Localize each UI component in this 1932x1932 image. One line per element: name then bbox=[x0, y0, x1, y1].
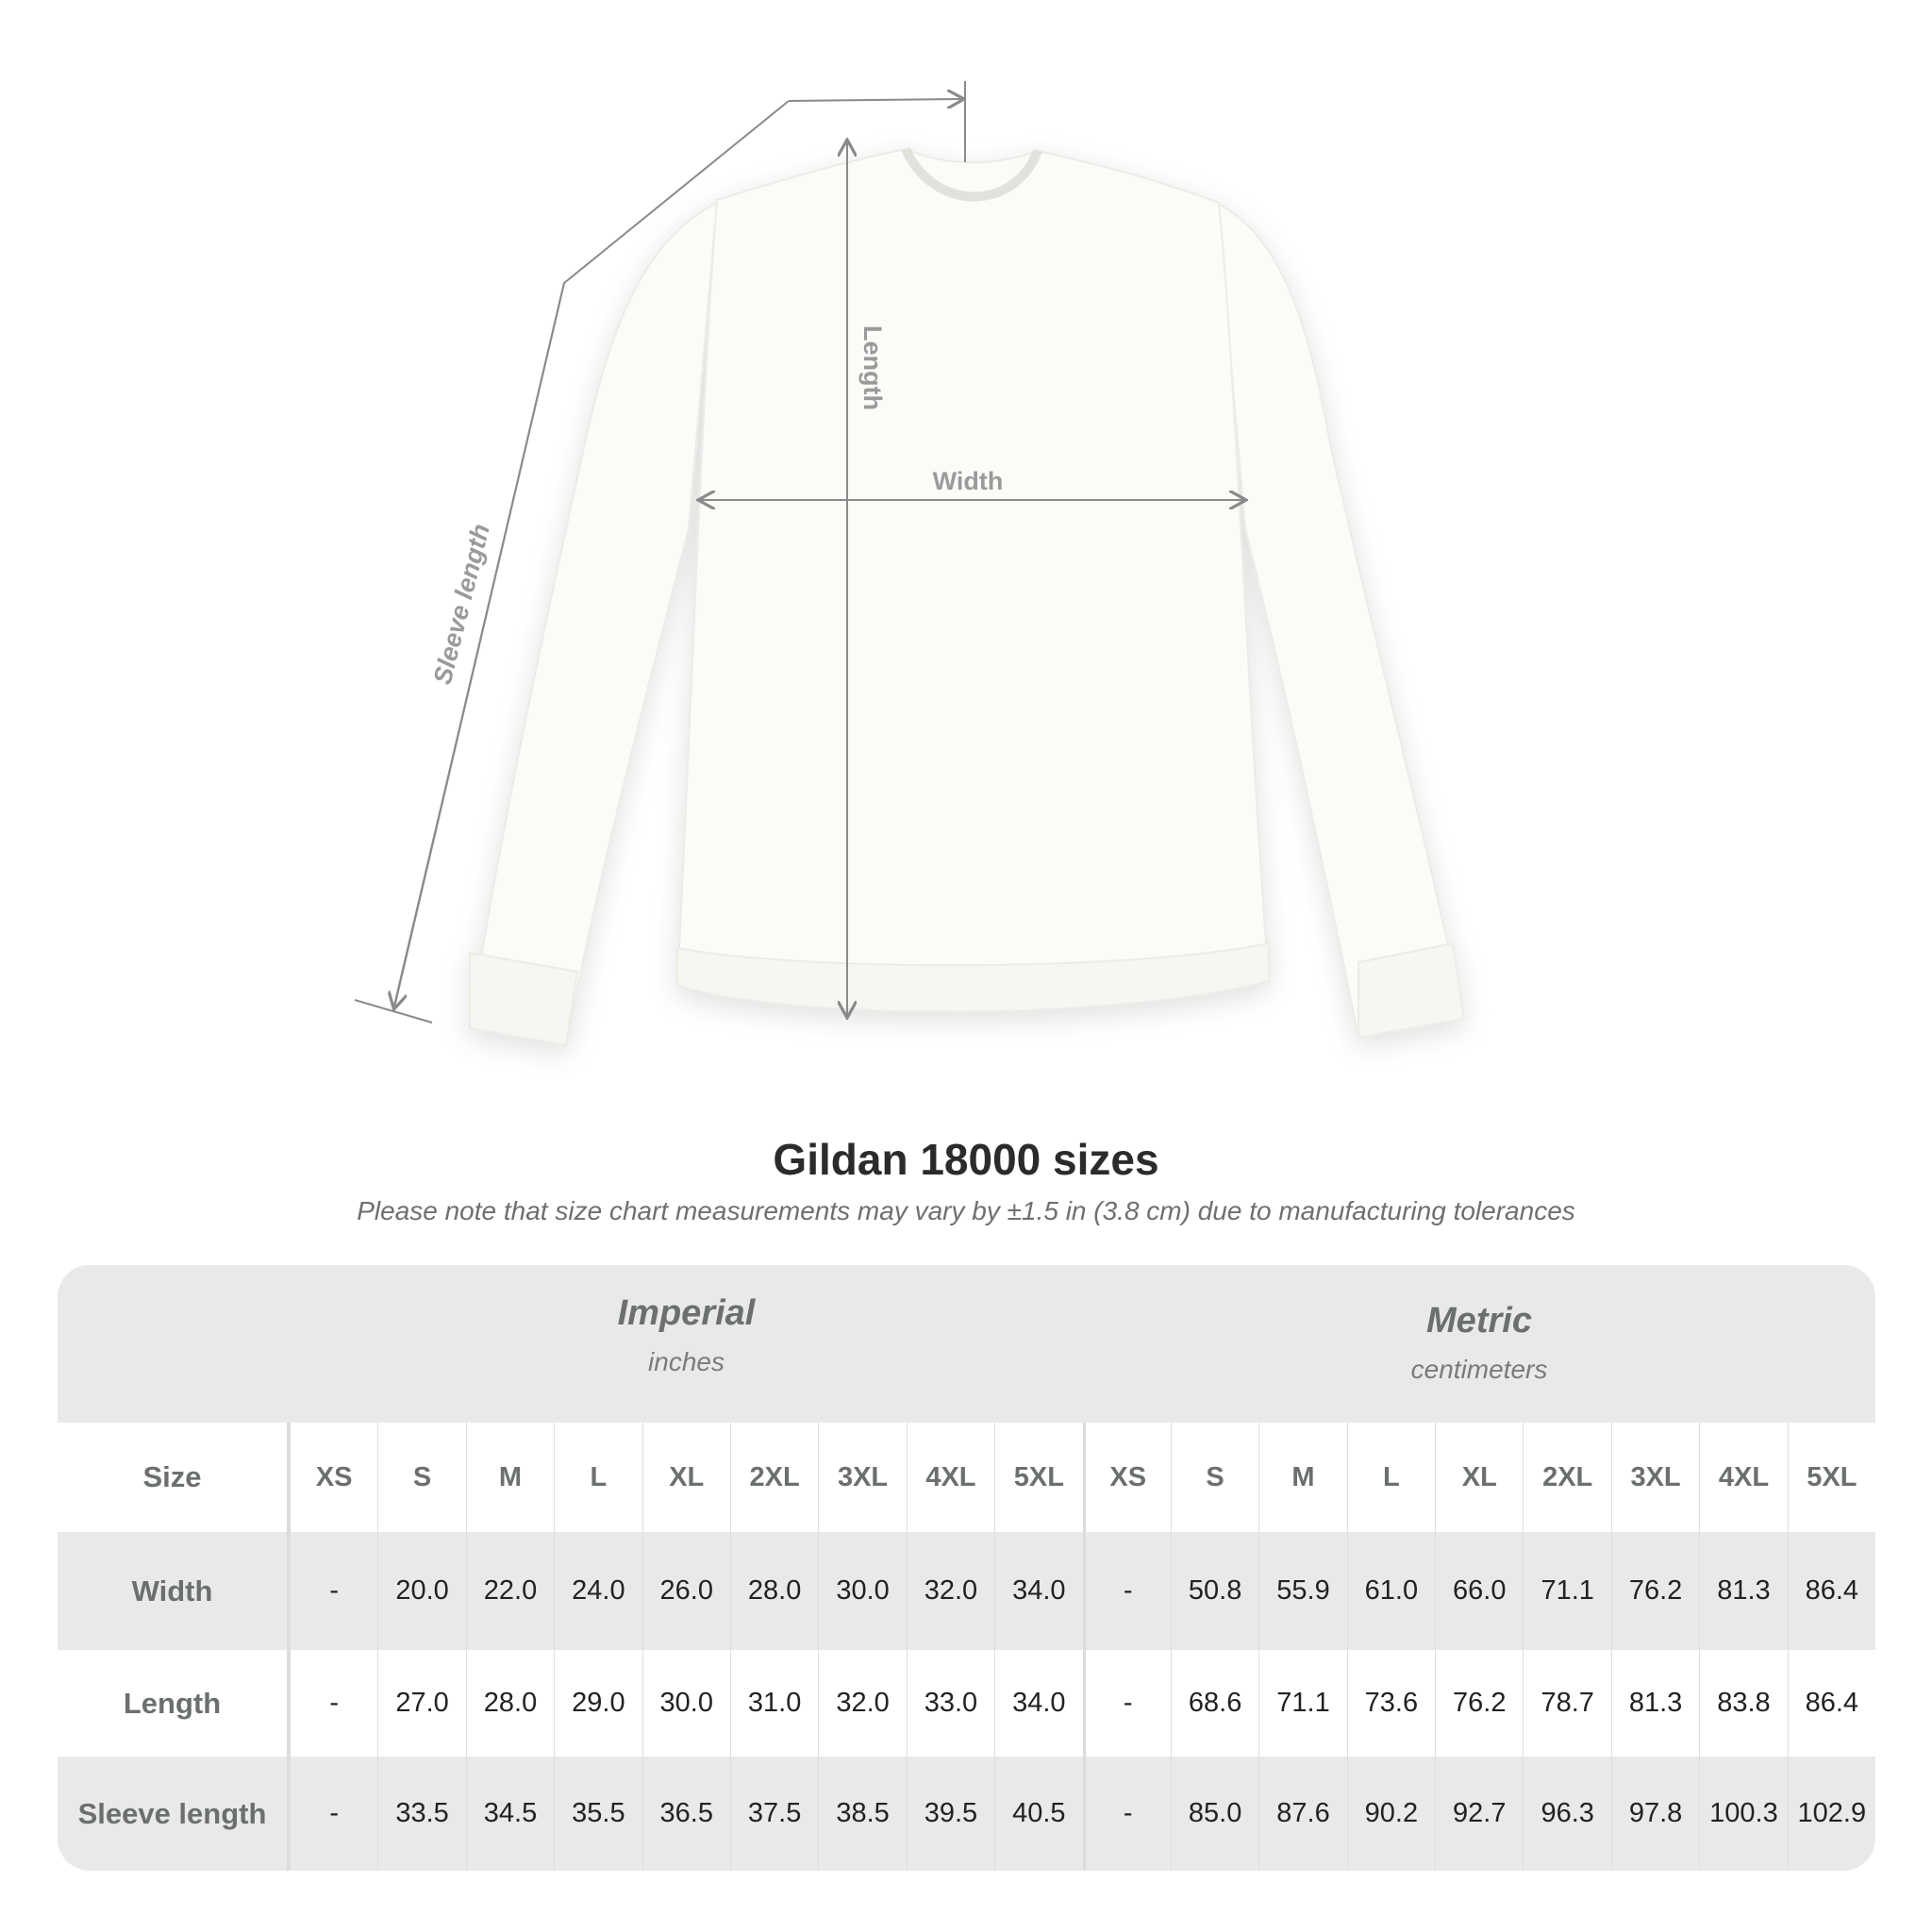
imperial-size-header: XS bbox=[290, 1423, 377, 1532]
imperial-cell: 27.0 bbox=[377, 1650, 465, 1757]
metric-size-header: 5XL bbox=[1787, 1423, 1875, 1532]
sleeve-length-label: Sleeve length bbox=[428, 521, 495, 687]
row-label: Size bbox=[58, 1423, 290, 1532]
measurement-lines bbox=[354, 81, 1244, 1024]
sweatshirt-diagram: Length Width Sleeve length bbox=[354, 81, 1466, 1047]
imperial-cell: - bbox=[290, 1757, 377, 1871]
imperial-cell: 39.5 bbox=[906, 1757, 994, 1871]
metric-cell: 92.7 bbox=[1435, 1757, 1523, 1871]
imperial-cell: 29.0 bbox=[554, 1650, 641, 1757]
row-label: Sleeve length bbox=[58, 1757, 290, 1871]
table-row: Width -20.0 22.0 24.0 26.0 28.0 30.0 32.0 34.0-5… bbox=[58, 1532, 1875, 1650]
metric-cell: 85.0 bbox=[1170, 1757, 1258, 1871]
metric-size-header: 2XL bbox=[1523, 1423, 1610, 1532]
imperial-cell: 33.0 bbox=[906, 1650, 994, 1757]
page-title: Gildan 18000 sizes bbox=[773, 1135, 1159, 1184]
imperial-cell: 30.0 bbox=[818, 1532, 906, 1650]
imperial-unit: inches bbox=[648, 1347, 724, 1376]
table-header-band: Imperial inches Metric centimeters bbox=[58, 1265, 1875, 1423]
width-label: Width bbox=[933, 467, 1004, 495]
metric-unit: centimeters bbox=[1410, 1355, 1548, 1384]
imperial-cell: - bbox=[290, 1650, 377, 1757]
imperial-cell: 33.5 bbox=[377, 1757, 465, 1871]
imperial-cell: 31.0 bbox=[729, 1650, 818, 1757]
size-chart-table: Imperial inches Metric centimeters Size X… bbox=[58, 1265, 1875, 1871]
imperial-cell: 32.0 bbox=[906, 1532, 994, 1650]
table-row: Sleeve length -33.5 34.5 35.5 36.5 37.5 38.5 39… bbox=[58, 1757, 1875, 1871]
metric-cell: - bbox=[1082, 1757, 1171, 1871]
metric-cell: 71.1 bbox=[1258, 1650, 1346, 1757]
imperial-size-header: L bbox=[554, 1423, 641, 1532]
metric-cell: 90.2 bbox=[1346, 1757, 1435, 1871]
metric-cell: 100.3 bbox=[1699, 1757, 1787, 1871]
imperial-size-header: 4XL bbox=[906, 1423, 994, 1532]
metric-size-header: 4XL bbox=[1699, 1423, 1787, 1532]
imperial-cell: 37.5 bbox=[729, 1757, 818, 1871]
imperial-size-header: XL bbox=[641, 1423, 730, 1532]
metric-cell: 68.6 bbox=[1170, 1650, 1258, 1757]
imperial-cell: 20.0 bbox=[377, 1532, 465, 1650]
imperial-cell: 32.0 bbox=[818, 1650, 906, 1757]
metric-size-header: 3XL bbox=[1610, 1423, 1699, 1532]
metric-cell: - bbox=[1082, 1650, 1171, 1757]
imperial-cell: 28.0 bbox=[729, 1532, 818, 1650]
metric-cell: 76.2 bbox=[1435, 1650, 1523, 1757]
imperial-cell: 36.5 bbox=[641, 1757, 730, 1871]
metric-cell: 87.6 bbox=[1258, 1757, 1346, 1871]
imperial-header: Imperial inches bbox=[290, 1293, 1083, 1377]
imperial-cell: 30.0 bbox=[641, 1650, 730, 1757]
metric-header: Metric centimeters bbox=[1083, 1301, 1875, 1385]
imperial-cell: 34.5 bbox=[465, 1757, 554, 1871]
metric-cell: 76.2 bbox=[1610, 1532, 1699, 1650]
metric-cell: 78.7 bbox=[1523, 1650, 1610, 1757]
metric-cell: 71.1 bbox=[1523, 1532, 1610, 1650]
row-label: Width bbox=[58, 1532, 290, 1650]
length-label: Length bbox=[858, 325, 887, 410]
metric-size-header: XL bbox=[1435, 1423, 1523, 1532]
metric-cell: 81.3 bbox=[1610, 1650, 1699, 1757]
metric-title: Metric bbox=[1426, 1301, 1532, 1341]
imperial-cell: 26.0 bbox=[641, 1532, 730, 1650]
sweatshirt-image bbox=[468, 146, 1466, 1047]
imperial-size-header: M bbox=[465, 1423, 554, 1532]
imperial-size-header: 3XL bbox=[818, 1423, 906, 1532]
metric-cell: 73.6 bbox=[1346, 1650, 1435, 1757]
imperial-cell: 24.0 bbox=[554, 1532, 641, 1650]
imperial-cell: 34.0 bbox=[994, 1650, 1082, 1757]
imperial-cell: 40.5 bbox=[994, 1757, 1082, 1871]
imperial-title: Imperial bbox=[617, 1293, 756, 1333]
metric-cell: 97.8 bbox=[1610, 1757, 1699, 1871]
metric-size-header: S bbox=[1170, 1423, 1258, 1532]
metric-cell: 66.0 bbox=[1435, 1532, 1523, 1650]
metric-cell: 55.9 bbox=[1258, 1532, 1346, 1650]
imperial-size-header: S bbox=[377, 1423, 465, 1532]
imperial-cell: 35.5 bbox=[554, 1757, 641, 1871]
imperial-cell: 28.0 bbox=[465, 1650, 554, 1757]
metric-cell: - bbox=[1082, 1532, 1171, 1650]
metric-cell: 81.3 bbox=[1699, 1532, 1787, 1650]
tolerance-note: Please note that size chart measurements… bbox=[357, 1196, 1575, 1225]
metric-size-header: M bbox=[1258, 1423, 1346, 1532]
imperial-cell: 34.0 bbox=[994, 1532, 1082, 1650]
metric-size-header: XS bbox=[1082, 1423, 1171, 1532]
metric-cell: 86.4 bbox=[1787, 1532, 1875, 1650]
row-label: Length bbox=[58, 1650, 290, 1757]
table-row: Length -27.0 28.0 29.0 30.0 31.0 32.0 33.0 34.0-… bbox=[58, 1650, 1875, 1757]
metric-size-header: L bbox=[1346, 1423, 1435, 1532]
imperial-cell: - bbox=[290, 1532, 377, 1650]
metric-cell: 61.0 bbox=[1346, 1532, 1435, 1650]
size-header-row: Size XS S M L XL 2XL 3XL 4XL 5XL XS S M L XL 2XL 3XL 4XL 5… bbox=[58, 1423, 1875, 1532]
imperial-cell: 22.0 bbox=[465, 1532, 554, 1650]
metric-cell: 96.3 bbox=[1523, 1757, 1610, 1871]
metric-cell: 86.4 bbox=[1787, 1650, 1875, 1757]
imperial-size-header: 5XL bbox=[994, 1423, 1082, 1532]
imperial-size-header: 2XL bbox=[729, 1423, 818, 1532]
metric-cell: 50.8 bbox=[1170, 1532, 1258, 1650]
metric-cell: 83.8 bbox=[1699, 1650, 1787, 1757]
metric-cell: 102.9 bbox=[1787, 1757, 1875, 1871]
imperial-cell: 38.5 bbox=[818, 1757, 906, 1871]
